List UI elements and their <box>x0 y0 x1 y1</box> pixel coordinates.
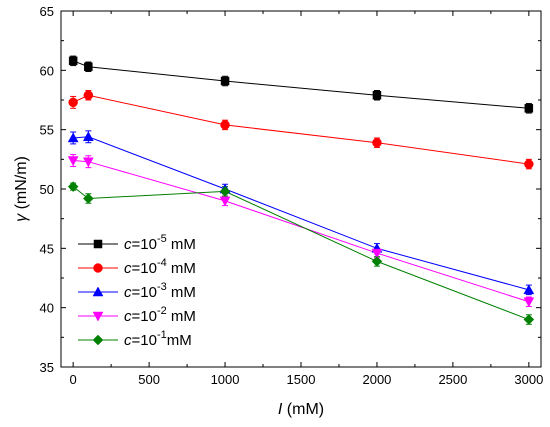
x-tick-label: 1000 <box>211 372 240 387</box>
legend-label-exp: -1 <box>157 329 167 341</box>
data-point <box>219 186 231 197</box>
y-tick-label: 60 <box>40 63 54 78</box>
x-tick-label: 3000 <box>514 372 543 387</box>
legend-label-unit: mM <box>167 284 196 301</box>
data-point <box>84 62 93 72</box>
legend-marker <box>93 263 103 273</box>
x-axis-var: I <box>278 401 283 418</box>
data-point <box>523 314 535 325</box>
legend-label-base: =10 <box>132 284 157 301</box>
legend-label: c=10-5 mM <box>124 233 196 253</box>
legend-label-exp: -4 <box>157 257 167 269</box>
x-tick-label: 500 <box>138 372 160 387</box>
data-point <box>524 159 534 169</box>
legend-label-var: c <box>124 332 132 349</box>
legend-label-var: c <box>124 308 132 325</box>
legend-label-exp: -5 <box>157 233 167 245</box>
data-point <box>371 256 383 267</box>
data-point <box>220 120 230 130</box>
legend-marker <box>93 239 103 249</box>
legend-label: c=10-4 mM <box>124 257 196 277</box>
legend-label-var: c <box>124 260 132 277</box>
legend-label-unit: mM <box>167 260 196 277</box>
y-axis-title: γ (mN/m) <box>13 156 30 222</box>
y-axis-var: γ <box>13 213 30 222</box>
data-point <box>372 91 382 100</box>
data-point <box>371 248 383 259</box>
data-point <box>83 90 94 101</box>
data-point <box>67 156 79 167</box>
x-tick-label: 0 <box>70 372 77 387</box>
legend-marker <box>92 311 104 322</box>
data-point <box>82 193 94 204</box>
y-tick-label: 45 <box>40 241 54 256</box>
legend: c=10-5 mMc=10-4 mMc=10-3 mMc=10-2 mMc=10… <box>78 233 196 349</box>
data-point <box>523 297 535 308</box>
x-tick-label: 1500 <box>287 372 316 387</box>
data-point <box>68 56 78 66</box>
data-point <box>220 76 230 86</box>
y-tick-label: 65 <box>40 4 54 19</box>
y-tick-label: 50 <box>40 182 54 197</box>
legend-label: c=10-1mM <box>124 329 192 349</box>
legend-label-exp: -3 <box>157 281 167 293</box>
data-point <box>523 284 535 295</box>
legend-label-base: =10 <box>132 332 157 349</box>
series-line <box>72 60 529 109</box>
data-point <box>68 97 78 108</box>
series-lines <box>72 60 530 321</box>
y-axis-unit: (mN/m) <box>13 156 30 214</box>
data-point <box>219 196 231 207</box>
legend-label-exp: -2 <box>157 305 167 317</box>
legend-marker <box>92 334 104 346</box>
x-tick-label: 2000 <box>362 372 391 387</box>
axis-ticks: 0 500 1000 1500 2000 2500 3000 35 40 45 50 55 60 65 <box>40 4 544 387</box>
legend-label: c=10-2 mM <box>124 305 196 325</box>
data-point <box>82 157 94 168</box>
legend-label: c=10-3 mM <box>124 281 196 301</box>
data-markers <box>67 56 535 325</box>
x-axis-unit: (mM) <box>282 401 324 418</box>
legend-label-var: c <box>124 236 132 253</box>
x-axis-title: I (mM) <box>278 401 324 418</box>
legend-label-var: c <box>124 284 132 301</box>
data-point <box>524 104 534 113</box>
series-line <box>72 94 529 165</box>
series-line <box>73 160 530 303</box>
legend-label-base: =10 <box>132 260 157 277</box>
data-point <box>372 137 382 148</box>
legend-marker <box>92 286 104 297</box>
legend-label-base: =10 <box>132 236 157 253</box>
y-tick-label: 35 <box>40 360 54 375</box>
data-point <box>67 181 79 192</box>
y-tick-label: 40 <box>40 301 54 316</box>
legend-label-base: =10 <box>132 308 157 325</box>
data-point <box>82 131 94 142</box>
legend-label-unit: mM <box>167 236 196 253</box>
legend-label-unit: mM <box>167 308 196 325</box>
x-tick-label: 2500 <box>438 372 467 387</box>
legend-label-unit: mM <box>167 332 192 349</box>
data-point <box>67 132 79 143</box>
y-tick-label: 55 <box>40 123 54 138</box>
